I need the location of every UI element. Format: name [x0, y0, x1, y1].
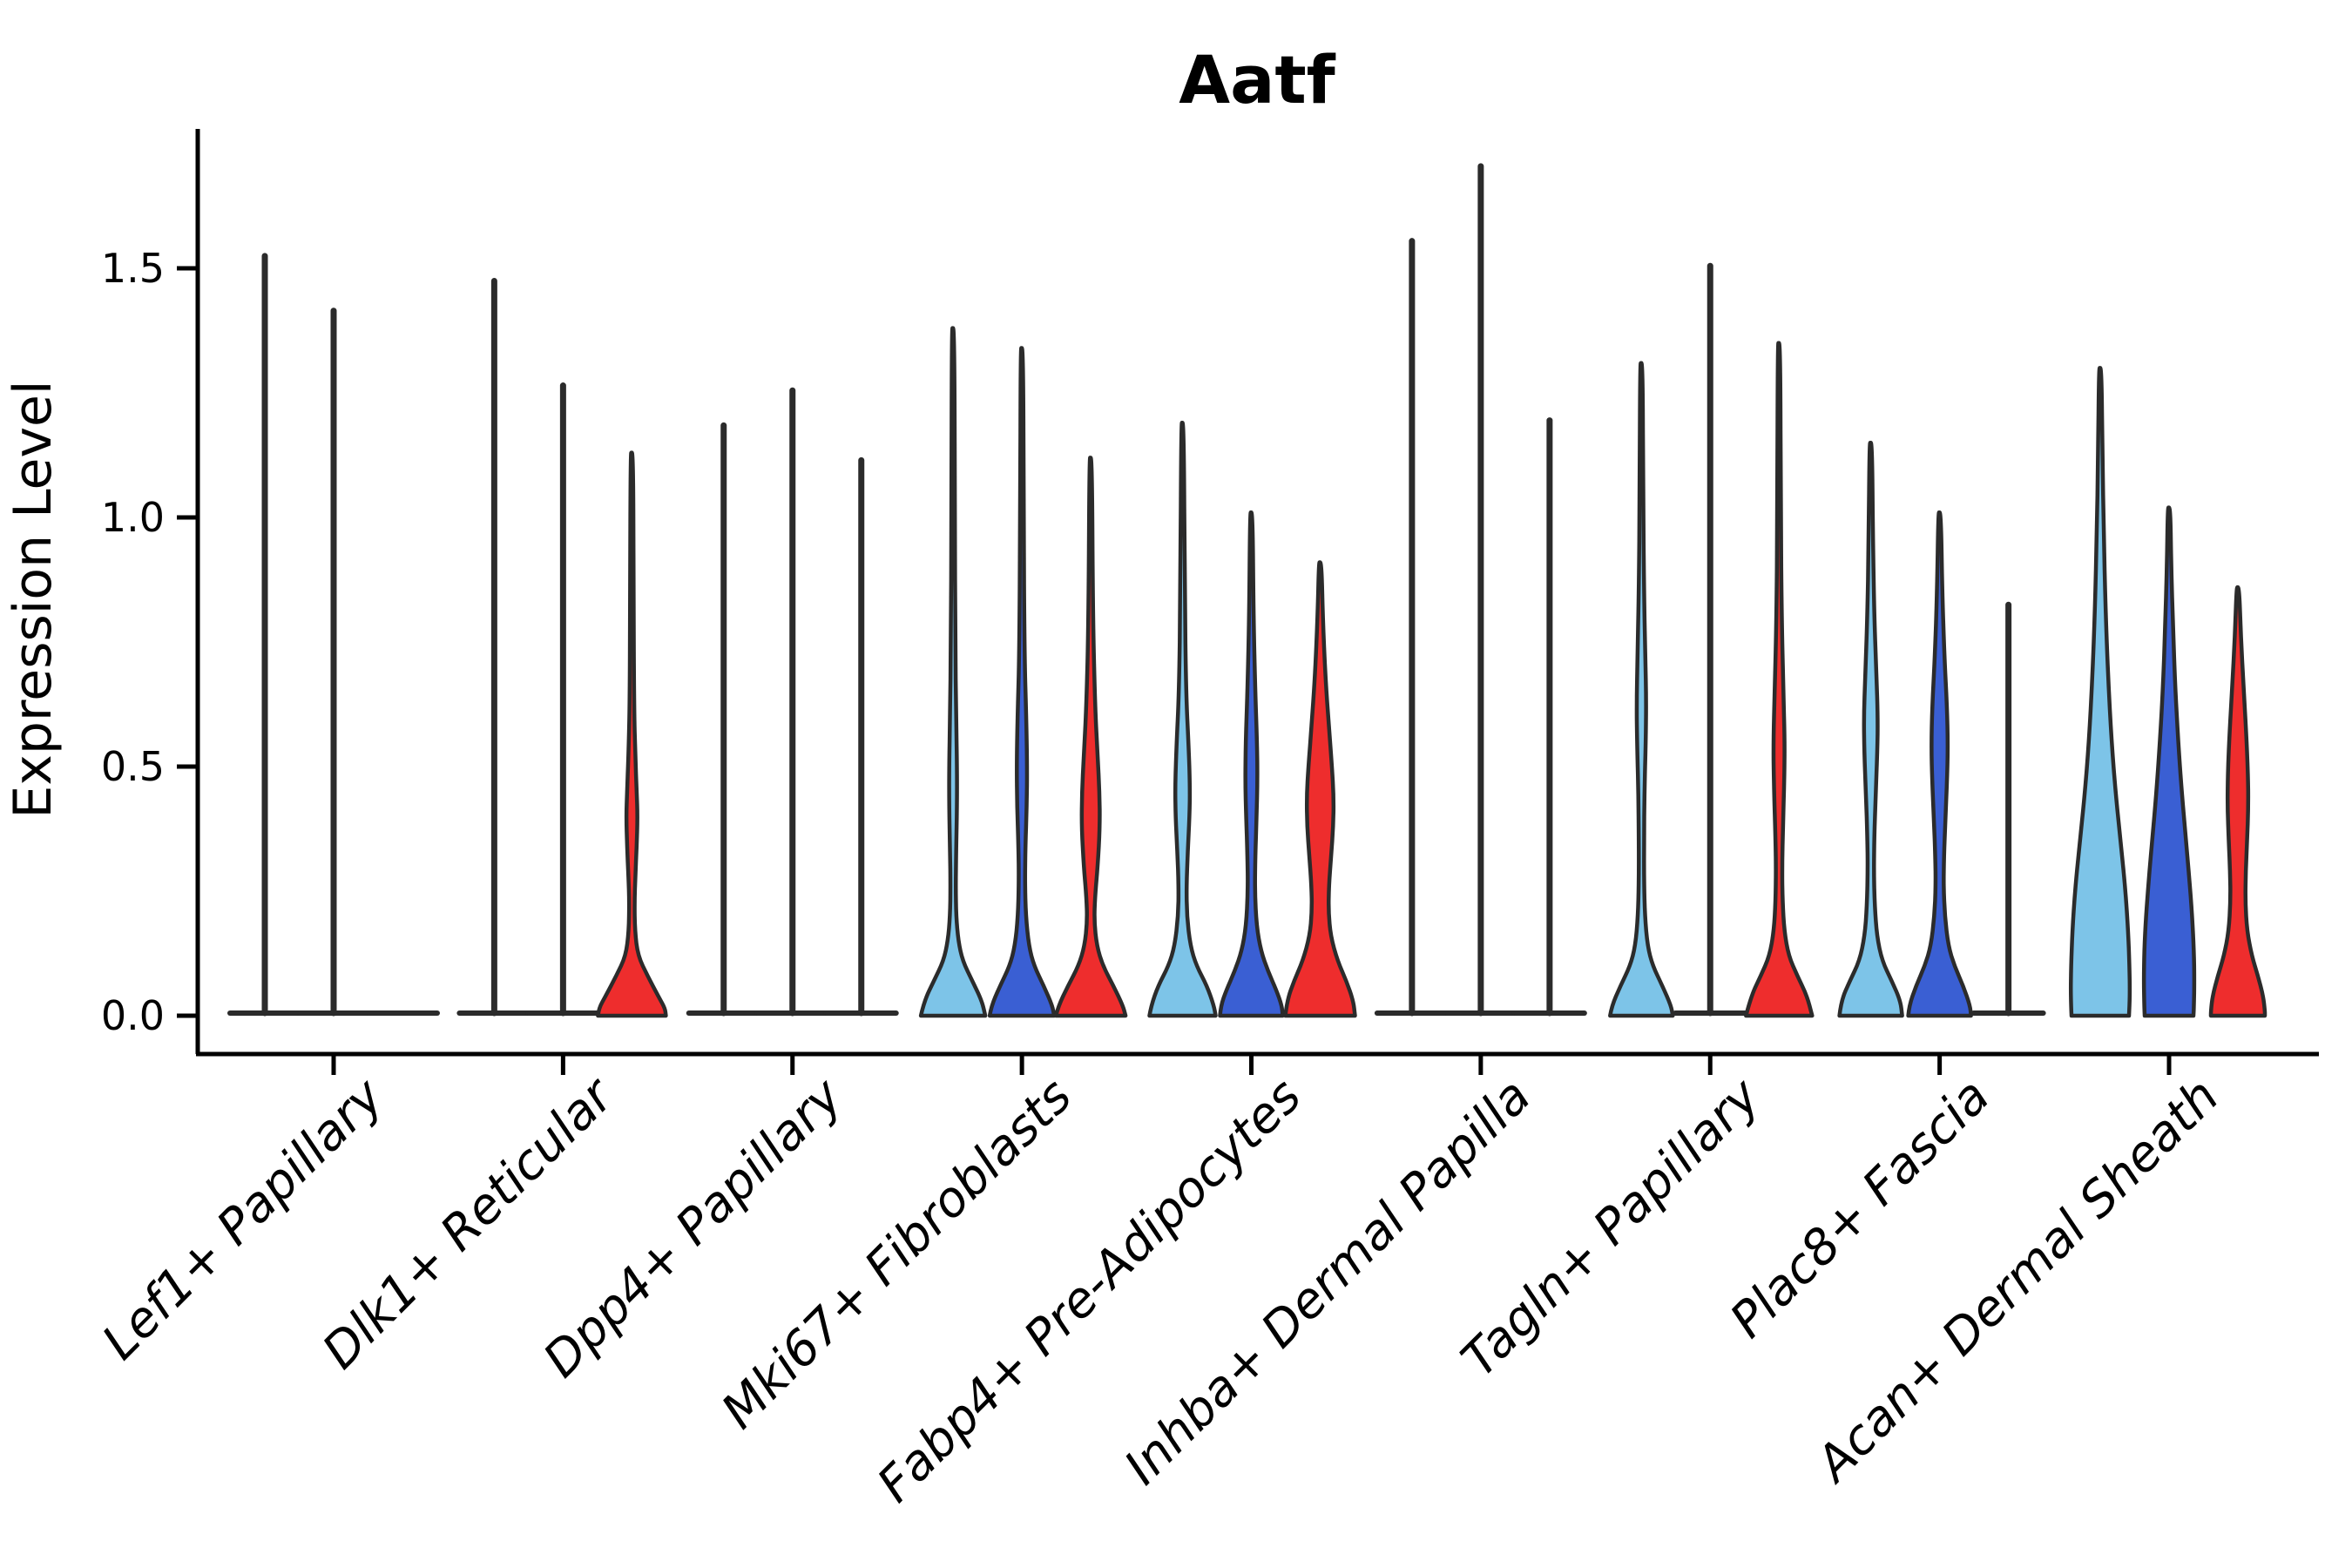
violin-group	[1147, 421, 1357, 1018]
chart-title: Aatf	[1179, 41, 1335, 118]
violin-group	[1374, 163, 1587, 1017]
violin-group	[456, 277, 668, 1018]
violin-group	[227, 253, 440, 1017]
violin-body	[1283, 560, 1357, 1018]
violin-body	[1053, 456, 1128, 1018]
x-tick-label: Acan+ Dermal Sheath	[1804, 1068, 2230, 1494]
violin-body	[987, 346, 1057, 1018]
violin-body	[1147, 421, 1218, 1018]
y-tick-label: 0.5	[101, 743, 165, 790]
violin-group	[1608, 262, 1815, 1018]
y-tick-label: 1.5	[101, 245, 165, 292]
violin-body	[1906, 510, 1973, 1018]
violin-body	[2068, 366, 2132, 1018]
violin-body	[2208, 585, 2268, 1018]
x-tick-label: Inhba+ Dermal Papilla	[1114, 1068, 1542, 1496]
violin-group	[1837, 440, 2046, 1018]
violin-body	[1608, 361, 1675, 1018]
violin-group	[2068, 366, 2268, 1018]
y-axis-label: Expression Level	[3, 380, 64, 818]
violin-body	[2141, 505, 2197, 1018]
violin-group	[918, 326, 1128, 1018]
violin-body	[1744, 341, 1815, 1018]
plot-area	[227, 163, 2268, 1018]
x-tick-label: Fabp4+ Pre-Adipocytes	[867, 1068, 1312, 1513]
violin-body	[596, 450, 668, 1018]
violin-body	[918, 326, 988, 1018]
y-tick-label: 1.0	[101, 494, 165, 541]
violin-body	[1837, 440, 1904, 1018]
violin-body	[1218, 510, 1285, 1018]
violin-group	[686, 387, 899, 1017]
y-tick-label: 0.0	[101, 992, 165, 1039]
